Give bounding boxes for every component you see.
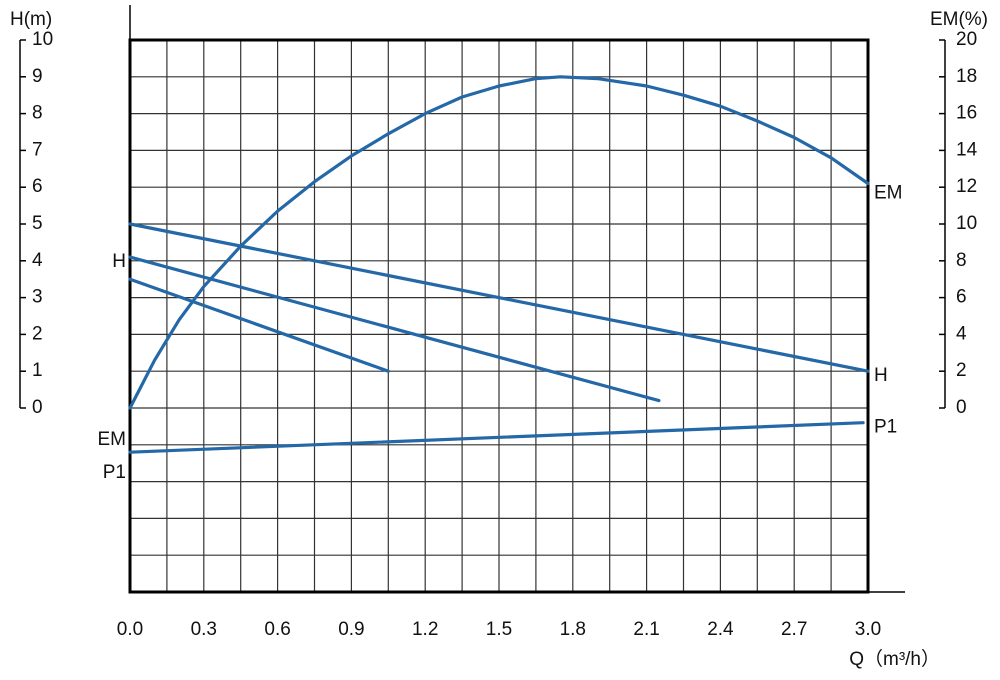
x-tick-label: 0.3 bbox=[191, 619, 217, 640]
y-tick-label: 10 bbox=[32, 29, 53, 50]
x-tick-label: 1.2 bbox=[412, 619, 438, 640]
y-tick-label: 9 bbox=[32, 66, 43, 87]
plot-frame bbox=[128, 38, 870, 594]
y-tick-label: 6 bbox=[32, 176, 43, 197]
y2-tick-label: 20 bbox=[956, 29, 977, 50]
y2-axis-title: EM(%) bbox=[930, 9, 988, 30]
y2-tick-label: 16 bbox=[956, 103, 977, 124]
y-tick-label: 5 bbox=[32, 213, 43, 234]
y2-tick-label: 6 bbox=[956, 287, 967, 308]
curve bbox=[128, 222, 870, 373]
x-tick-label: 2.1 bbox=[633, 619, 659, 640]
curve bbox=[128, 75, 870, 410]
y2-tick-label: 14 bbox=[956, 139, 978, 160]
x-tick-label: 0.6 bbox=[264, 619, 290, 640]
y2-tick-label: 8 bbox=[956, 250, 967, 271]
y2-tick-label: 2 bbox=[956, 360, 967, 381]
x-tick-label: 0.9 bbox=[338, 619, 364, 640]
y-tick-label: 7 bbox=[32, 139, 43, 160]
y-tick-label: 8 bbox=[32, 103, 43, 124]
y2-tick-label: 10 bbox=[956, 213, 977, 234]
x-tick-label: 0.0 bbox=[117, 619, 143, 640]
curve-label: P1 bbox=[874, 417, 897, 438]
y2-tick-label: 12 bbox=[956, 176, 977, 197]
curve-label: P1 bbox=[103, 462, 126, 483]
y-tick-label: 4 bbox=[32, 250, 43, 271]
curve bbox=[128, 277, 390, 373]
y2-tick-label: 0 bbox=[956, 397, 967, 418]
x-tick-label: 1.5 bbox=[486, 619, 512, 640]
y-tick-label: 3 bbox=[32, 287, 43, 308]
curve-label: H bbox=[112, 251, 126, 272]
x-tick-label: 3.0 bbox=[855, 619, 881, 640]
y2-tick-label: 18 bbox=[956, 66, 977, 87]
curve bbox=[128, 421, 865, 454]
x-tick-label: 1.8 bbox=[560, 619, 586, 640]
curve-label: EM bbox=[98, 429, 127, 450]
y-tick-label: 0 bbox=[32, 397, 43, 418]
curve-label: EM bbox=[874, 183, 903, 204]
curve-label: H bbox=[874, 365, 888, 386]
x-tick-label: 2.4 bbox=[707, 619, 734, 640]
y-tick-label: 2 bbox=[32, 323, 43, 344]
y-axis-title: H(m) bbox=[10, 9, 52, 30]
curve bbox=[128, 255, 661, 403]
y2-tick-label: 4 bbox=[956, 323, 967, 344]
x-tick-label: 2.7 bbox=[781, 619, 807, 640]
x-axis-title: Q（m³/h） bbox=[849, 648, 940, 670]
y-tick-label: 1 bbox=[32, 360, 43, 381]
